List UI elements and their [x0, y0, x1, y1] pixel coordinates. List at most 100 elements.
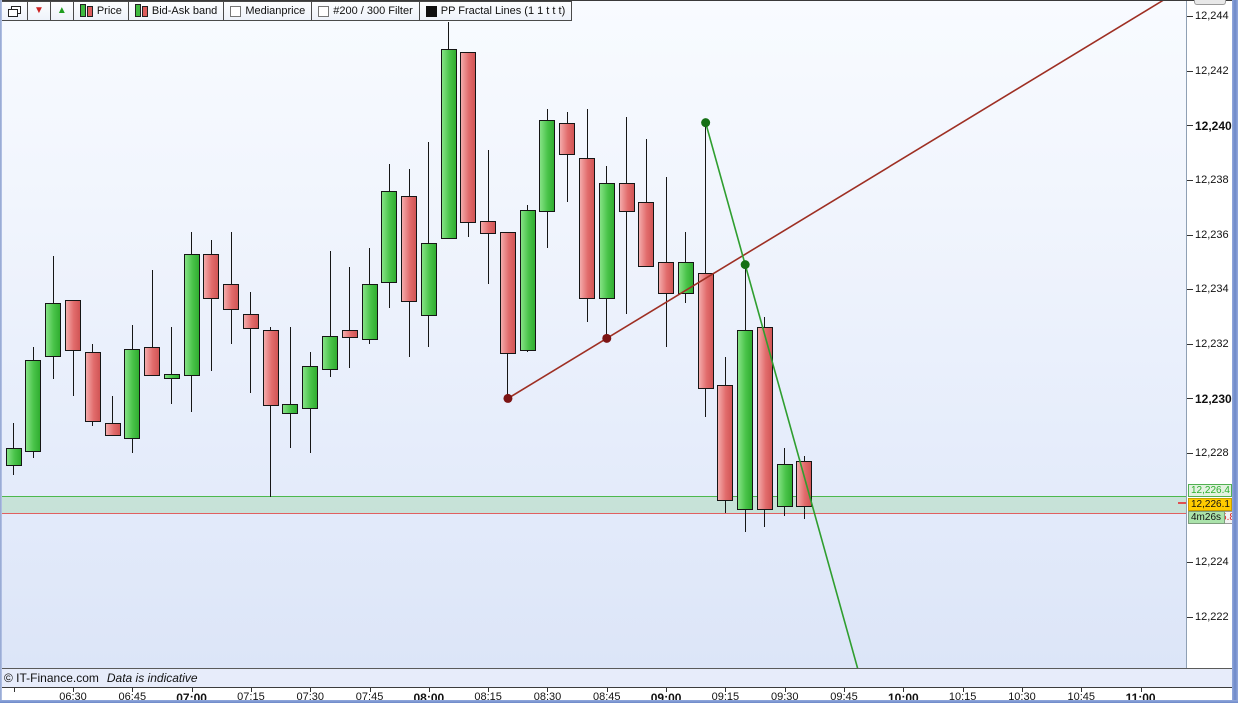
- price-tick: [1187, 70, 1193, 72]
- candle-body-08:05: [440, 48, 457, 240]
- restore-window-icon: [8, 5, 21, 17]
- time-tick: [1140, 688, 1142, 692]
- candle-body-08:00: [420, 242, 437, 316]
- candle-body-06:50: [144, 346, 161, 376]
- candle-wick: [171, 327, 173, 404]
- price-tick: [1187, 234, 1193, 236]
- time-tick: [369, 688, 371, 692]
- indicator-bid-ask-band[interactable]: Bid-Ask band: [127, 1, 225, 21]
- price-tick-label: 12,242: [1195, 64, 1229, 77]
- indicator-200-300-filter-label: #200 / 300 Filter: [333, 5, 413, 17]
- price-tick-label: 12,240: [1195, 119, 1232, 134]
- plot-area[interactable]: [0, 0, 1186, 668]
- bid-price-tick: [1178, 502, 1188, 504]
- candle-body-06:45: [124, 349, 141, 439]
- candle-body-08:50: [618, 182, 635, 213]
- axis-scroll-button[interactable]: [1194, 0, 1226, 5]
- candle-body-08:45: [598, 182, 615, 300]
- price-tick: [1187, 616, 1193, 618]
- indicator-200-300-filter[interactable]: #200 / 300 Filter: [311, 1, 420, 21]
- window-border-left: [0, 0, 2, 703]
- scroll-down-button[interactable]: ▼: [27, 1, 51, 21]
- candle-wick: [210, 240, 212, 372]
- time-tick: [725, 688, 727, 692]
- time-tick: [784, 688, 786, 692]
- candle-body-07:35: [322, 335, 338, 371]
- last-price-label: 12,226.1: [1188, 497, 1232, 511]
- time-tick: [13, 688, 15, 692]
- candles-icon: [79, 3, 93, 17]
- candle-body-08:55: [638, 201, 655, 267]
- candle-body-06:20: [25, 360, 42, 453]
- indicator-bid-ask-band-label: Bid-Ask band: [151, 5, 218, 17]
- candle-body-06:30: [65, 300, 81, 352]
- time-tick: [488, 688, 490, 692]
- time-tick: [962, 688, 964, 692]
- scroll-up-button[interactable]: ▲: [49, 1, 74, 21]
- price-tick: [1187, 16, 1193, 18]
- candle-body-06:35: [84, 351, 101, 423]
- red-down-arrow-icon: ▼: [34, 5, 44, 16]
- candle-body-08:25: [519, 210, 536, 352]
- time-tick: [606, 688, 608, 692]
- price-tick: [1187, 125, 1193, 127]
- price-tick: [1187, 180, 1193, 181]
- candle-body-07:30: [302, 365, 319, 409]
- black-square-icon: [425, 5, 437, 17]
- candle-wick: [329, 250, 331, 377]
- time-tick: [903, 688, 905, 692]
- price-tick-label: 12,244: [1195, 10, 1229, 23]
- restore-window-button[interactable]: [1, 1, 28, 21]
- candle-body-09:05: [677, 261, 694, 294]
- time-tick: [844, 688, 846, 692]
- candle-body-09:30: [776, 463, 793, 507]
- copyright-bar: © IT-Finance.com Data is indicative: [0, 668, 1232, 687]
- price-tick-label: 12,232: [1195, 337, 1229, 350]
- candle-wick: [349, 267, 351, 369]
- candle-body-08:35: [559, 122, 576, 155]
- time-tick: [310, 688, 312, 692]
- candle-countdown-label: 4m26s: [1188, 511, 1225, 525]
- candle-body-07:40: [341, 330, 358, 338]
- candle-body-06:40: [104, 422, 121, 436]
- candle-body-09:00: [658, 261, 675, 294]
- candle-body-07:20: [262, 330, 279, 406]
- candle-body-09:25: [756, 327, 773, 510]
- time-tick: [191, 688, 193, 692]
- price-tick: [1187, 562, 1193, 564]
- candle-body-08:30: [539, 119, 556, 213]
- candles-icon: [134, 3, 148, 17]
- price-tick: [1187, 398, 1193, 400]
- indicator-pp-fractal-lines-label: PP Fractal Lines (1 1 t t t): [440, 5, 566, 17]
- candle-body-06:15: [5, 447, 22, 466]
- bid-ask-band: [0, 495, 1186, 515]
- window-border-bottom: [0, 700, 1238, 703]
- candle-body-07:05: [203, 253, 220, 300]
- candle-body-08:20: [499, 231, 516, 354]
- candle-body-07:25: [282, 403, 299, 415]
- time-tick: [1021, 688, 1023, 692]
- candle-body-07:50: [381, 190, 398, 283]
- candle-body-07:00: [183, 253, 200, 376]
- indicator-medianprice[interactable]: Medianprice: [223, 1, 313, 21]
- candle-body-09:35: [796, 461, 813, 507]
- candle-wick: [487, 149, 489, 284]
- window-border-right: [1232, 0, 1238, 703]
- price-tick-label: 12,234: [1195, 283, 1229, 296]
- candle-wick: [112, 395, 114, 434]
- candle-body-08:15: [480, 220, 497, 234]
- candle-body-09:10: [697, 272, 714, 390]
- indicator-pp-fractal-lines[interactable]: PP Fractal Lines (1 1 t t t): [418, 1, 573, 21]
- price-tick: [1187, 343, 1193, 345]
- candle-body-08:40: [579, 158, 596, 300]
- time-tick: [73, 688, 74, 692]
- candle-body-07:45: [361, 283, 378, 341]
- checkbox-empty-icon: [230, 5, 242, 17]
- time-tick: [666, 688, 668, 692]
- time-tick: [250, 688, 252, 692]
- price-axis[interactable]: 12,226.4 12,225.8 12,226.1 4m26s 12,2441…: [1186, 0, 1235, 668]
- indicator-price[interactable]: Price: [72, 1, 129, 21]
- candle-body-09:20: [737, 330, 754, 510]
- candle-body-08:10: [460, 51, 477, 223]
